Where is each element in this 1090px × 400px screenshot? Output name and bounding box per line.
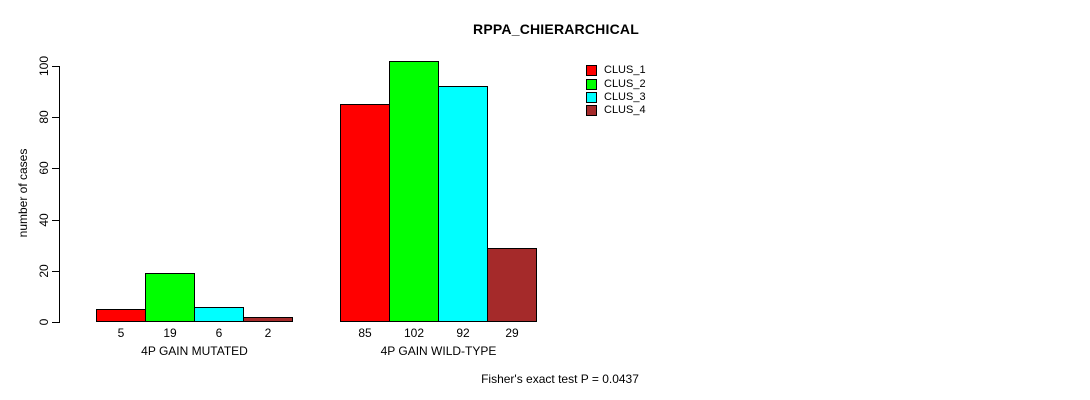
bar-clus-3-4p-gain-wild-type bbox=[438, 86, 488, 322]
bar-value-clus-1-4p-gain-wild-type: 85 bbox=[358, 326, 372, 340]
legend-swatch-clus-2 bbox=[586, 78, 597, 90]
legend-swatch-clus-1 bbox=[586, 65, 597, 77]
legend-label-clus-2: CLUS_2 bbox=[604, 77, 646, 90]
bar-clus-2-4p-gain-wild-type bbox=[389, 61, 439, 322]
bar-clus-1-4p-gain-mutated bbox=[96, 309, 146, 322]
y-tick-0 bbox=[52, 322, 59, 323]
bar-clus-3-4p-gain-mutated bbox=[194, 307, 244, 322]
legend-item-clus-1: CLUS_1 bbox=[586, 64, 646, 77]
y-tick-60 bbox=[52, 168, 59, 169]
group-label-4p-gain-wild-type: 4P GAIN WILD-TYPE bbox=[380, 344, 497, 358]
legend: CLUS_1 CLUS_2 CLUS_3 CLUS_4 bbox=[586, 64, 646, 118]
group-label-4p-gain-mutated: 4P GAIN MUTATED bbox=[141, 344, 248, 358]
y-tick-label-40: 40 bbox=[37, 213, 51, 227]
annotation-text: Fisher's exact test P = 0.0437 bbox=[481, 372, 639, 386]
legend-swatch-clus-4 bbox=[586, 105, 597, 117]
y-tick-80 bbox=[52, 117, 59, 118]
y-tick-label-20: 20 bbox=[37, 264, 51, 278]
bar-value-clus-2-4p-gain-mutated: 19 bbox=[163, 326, 177, 340]
bar-value-clus-1-4p-gain-mutated: 5 bbox=[117, 326, 125, 340]
legend-item-clus-4: CLUS_4 bbox=[586, 104, 646, 117]
bar-clus-4-4p-gain-wild-type bbox=[487, 248, 537, 322]
legend-label-clus-3: CLUS_3 bbox=[604, 90, 646, 103]
legend-label-clus-1: CLUS_1 bbox=[604, 64, 646, 77]
y-tick-label-80: 80 bbox=[37, 110, 51, 124]
chart-title: RPPA_CHIERARCHICAL bbox=[473, 21, 639, 37]
y-axis-line bbox=[59, 66, 60, 323]
y-tick-label-100: 100 bbox=[37, 55, 51, 77]
bar-value-clus-3-4p-gain-mutated: 6 bbox=[215, 326, 223, 340]
legend-label-clus-4: CLUS_4 bbox=[604, 104, 646, 117]
bar-value-clus-2-4p-gain-wild-type: 102 bbox=[403, 326, 425, 340]
y-axis-label: number of cases bbox=[16, 148, 30, 238]
bar-value-clus-4-4p-gain-wild-type: 29 bbox=[505, 326, 519, 340]
bar-clus-2-4p-gain-mutated bbox=[145, 273, 195, 322]
legend-swatch-clus-3 bbox=[586, 91, 597, 103]
y-tick-100 bbox=[52, 66, 59, 67]
y-tick-label-0: 0 bbox=[37, 318, 51, 326]
bar-value-clus-3-4p-gain-wild-type: 92 bbox=[456, 326, 470, 340]
legend-item-clus-3: CLUS_3 bbox=[586, 91, 646, 104]
bar-clus-4-4p-gain-mutated bbox=[243, 317, 293, 322]
y-tick-20 bbox=[52, 271, 59, 272]
y-tick-40 bbox=[52, 220, 59, 221]
legend-item-clus-2: CLUS_2 bbox=[586, 77, 646, 90]
bar-clus-1-4p-gain-wild-type bbox=[340, 104, 390, 322]
y-tick-label-60: 60 bbox=[37, 161, 51, 175]
bar-value-clus-4-4p-gain-mutated: 2 bbox=[264, 326, 272, 340]
